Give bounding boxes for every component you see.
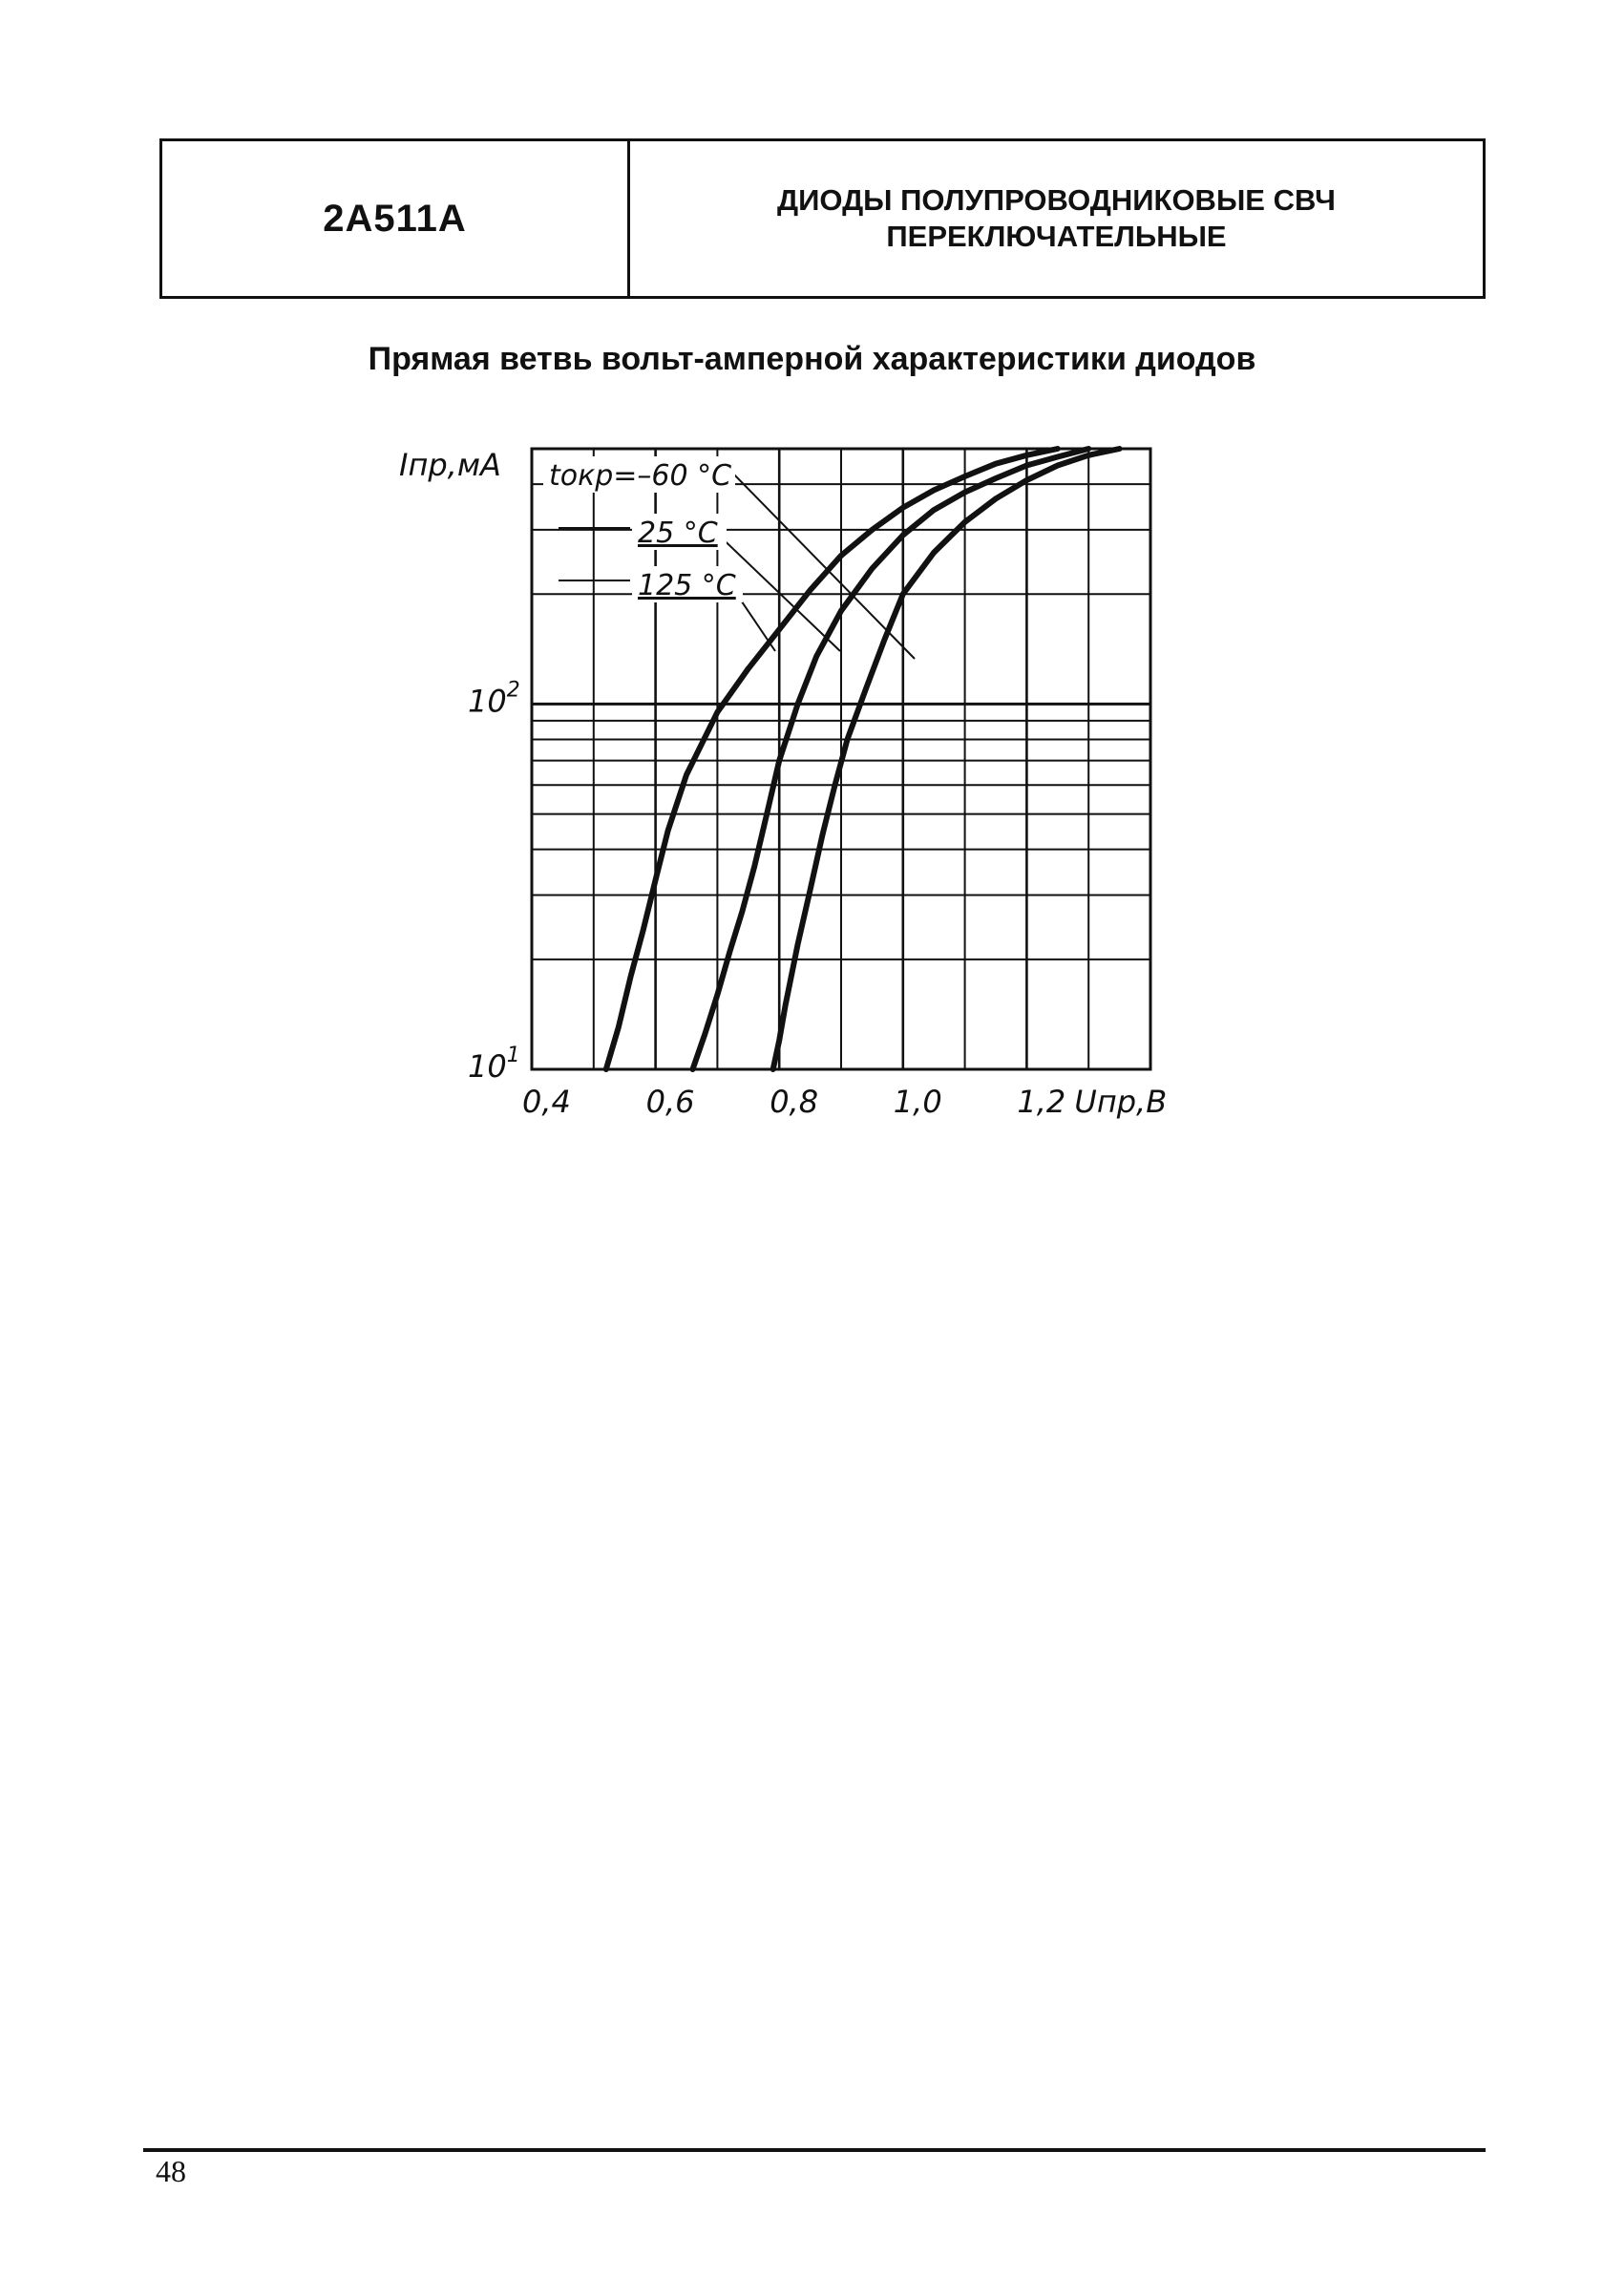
part-number: 2А511А [162, 141, 630, 296]
x-tick-label: 1,2 [1017, 1084, 1065, 1120]
curve-label: 125 °C [638, 569, 736, 602]
series-line-1 [689, 446, 1092, 1072]
chart-curves [602, 446, 1123, 1072]
chart-labels: 0,4 0,6 0,8 1,0 1,2 Uпр,ВIпр,мА102101tокр=–60… [399, 447, 1167, 1120]
series-line-0 [602, 446, 1061, 1072]
y-tick-exponent: 2 [507, 678, 520, 702]
y-axis-label: Iпр,мА [399, 447, 501, 483]
curve-label-leader [729, 470, 916, 660]
x-axis-label: Uпр,В [1074, 1084, 1167, 1120]
x-tick-label: 1,0 [894, 1084, 942, 1120]
header-table: 2А511А ДИОДЫ ПОЛУПРОВОДНИКОВЫЕ СВЧ ПЕРЕК… [159, 138, 1486, 299]
document-title: ДИОДЫ ПОЛУПРОВОДНИКОВЫЕ СВЧ ПЕРЕКЛЮЧАТЕЛ… [630, 141, 1483, 296]
document-title-line1: ДИОДЫ ПОЛУПРОВОДНИКОВЫЕ СВЧ [777, 183, 1336, 217]
y-tick-mantissa: 10 [468, 683, 507, 719]
x-tick-label: 0,4 [522, 1084, 571, 1120]
x-tick-label: 0,6 [646, 1084, 695, 1120]
y-tick-mantissa: 10 [468, 1048, 507, 1085]
curve-label-leader [710, 527, 841, 652]
y-tick-label: 101 [468, 1044, 520, 1085]
curve-label: 25 °C [638, 517, 718, 550]
curve-label-background [632, 514, 727, 550]
y-tick-exponent: 1 [507, 1044, 520, 1067]
page-number: 48 [156, 2154, 186, 2188]
section-title: Прямая ветвь вольт-амперной характеристи… [368, 341, 1256, 377]
curve-label: tокр=–60 °C [549, 459, 731, 493]
curve-label-background [632, 566, 743, 602]
footer-rule [143, 2148, 1486, 2152]
y-tick-label: 102 [468, 678, 520, 719]
document-title-line2: ПЕРЕКЛЮЧАТЕЛЬНЫЕ [886, 220, 1227, 253]
iv-chart: 0,4 0,6 0,8 1,0 1,2 Uпр,ВIпр,мА102101tокр=–60… [399, 446, 1167, 1120]
x-tick-label: 0,8 [770, 1084, 818, 1120]
plot-frame [530, 447, 1152, 1071]
curve-label-background [543, 456, 735, 493]
series-line-2 [770, 446, 1123, 1072]
